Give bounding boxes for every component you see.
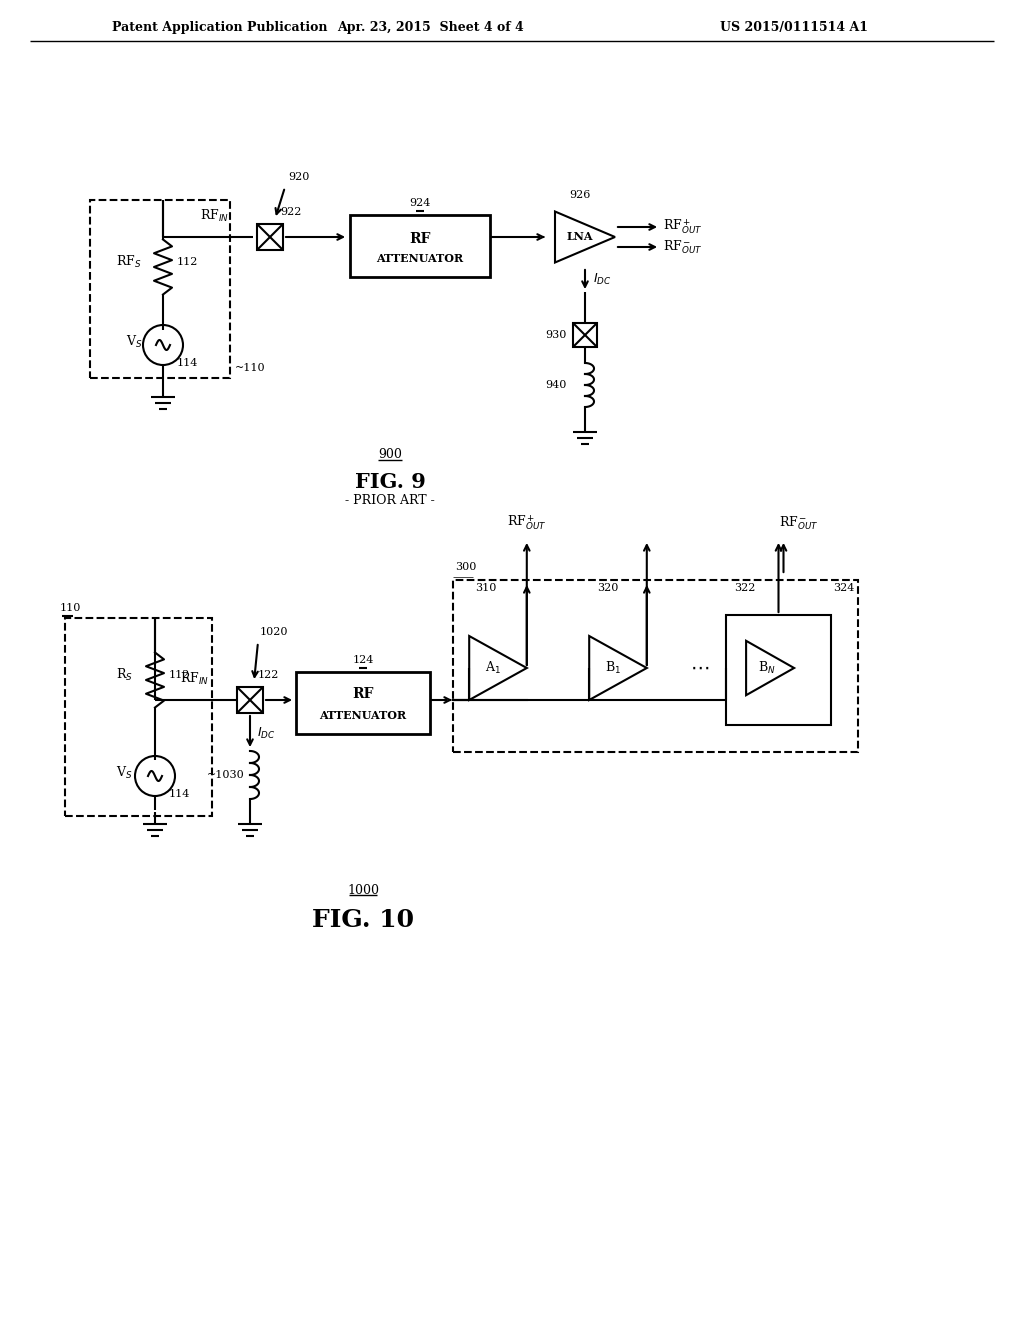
Text: RF: RF <box>352 686 374 701</box>
Text: RF$_S$: RF$_S$ <box>116 253 141 271</box>
Text: 900: 900 <box>378 449 402 462</box>
Text: V$_S$: V$_S$ <box>117 766 133 781</box>
Text: 930: 930 <box>546 330 567 341</box>
Text: 924: 924 <box>410 198 431 209</box>
Bar <box>296 672 430 734</box>
Text: RF$_{OUT}^-$: RF$_{OUT}^-$ <box>779 515 818 532</box>
Text: 110: 110 <box>60 603 81 612</box>
Text: RF: RF <box>410 231 431 246</box>
Text: FIG. 10: FIG. 10 <box>312 908 414 932</box>
Text: 114: 114 <box>177 358 199 368</box>
Text: 1020: 1020 <box>260 627 289 638</box>
Text: ATTENUATOR: ATTENUATOR <box>319 710 407 721</box>
Text: US 2015/0111514 A1: US 2015/0111514 A1 <box>720 21 868 34</box>
Text: ATTENUATOR: ATTENUATOR <box>377 253 464 264</box>
Text: 114: 114 <box>169 789 190 799</box>
Text: ~1030: ~1030 <box>207 770 245 780</box>
Text: 300: 300 <box>455 562 476 572</box>
Bar <box>350 215 490 277</box>
Text: 124: 124 <box>352 655 374 665</box>
Text: 122: 122 <box>258 671 280 680</box>
Text: $\cdots$: $\cdots$ <box>690 659 710 677</box>
Text: Apr. 23, 2015  Sheet 4 of 4: Apr. 23, 2015 Sheet 4 of 4 <box>337 21 523 34</box>
Text: 940: 940 <box>546 380 567 389</box>
Text: B$_N$: B$_N$ <box>759 660 776 676</box>
Text: RF$_{OUT}^+$: RF$_{OUT}^+$ <box>507 513 547 532</box>
Text: Patent Application Publication: Patent Application Publication <box>112 21 328 34</box>
Text: A$_1$: A$_1$ <box>485 660 501 676</box>
Text: $I_{DC}$: $I_{DC}$ <box>257 726 275 741</box>
Text: 920: 920 <box>288 172 309 182</box>
Text: R$_S$: R$_S$ <box>116 667 133 682</box>
Text: RF$_{IN}$: RF$_{IN}$ <box>180 671 210 686</box>
Bar <box>726 615 831 725</box>
Text: FIG. 9: FIG. 9 <box>354 473 425 492</box>
Text: 112: 112 <box>169 671 190 680</box>
Text: 1000: 1000 <box>347 883 379 896</box>
Bar <box>237 686 263 713</box>
Text: 322: 322 <box>734 583 756 593</box>
Text: 320: 320 <box>597 583 618 593</box>
Bar <box>65 618 212 816</box>
Text: 310: 310 <box>475 583 497 593</box>
Text: 324: 324 <box>833 583 854 593</box>
Text: B$_1$: B$_1$ <box>605 660 621 676</box>
Text: 922: 922 <box>280 207 301 216</box>
Text: - PRIOR ART -: - PRIOR ART - <box>345 494 435 507</box>
Text: $I_{DC}$: $I_{DC}$ <box>593 272 611 286</box>
Text: 926: 926 <box>569 190 591 201</box>
Bar <box>90 201 230 378</box>
Bar <box>453 579 858 752</box>
Text: ~110: ~110 <box>234 363 265 374</box>
Bar <box>257 224 283 249</box>
Text: RF$_{OUT}^+$: RF$_{OUT}^+$ <box>663 218 702 236</box>
Text: RF$_{IN}$: RF$_{IN}$ <box>201 209 229 224</box>
Text: RF$_{OUT}^-$: RF$_{OUT}^-$ <box>663 238 702 256</box>
Text: V$_S$: V$_S$ <box>126 334 143 350</box>
Bar <box>573 323 597 347</box>
Text: 112: 112 <box>177 257 199 267</box>
Text: LNA: LNA <box>566 231 593 243</box>
